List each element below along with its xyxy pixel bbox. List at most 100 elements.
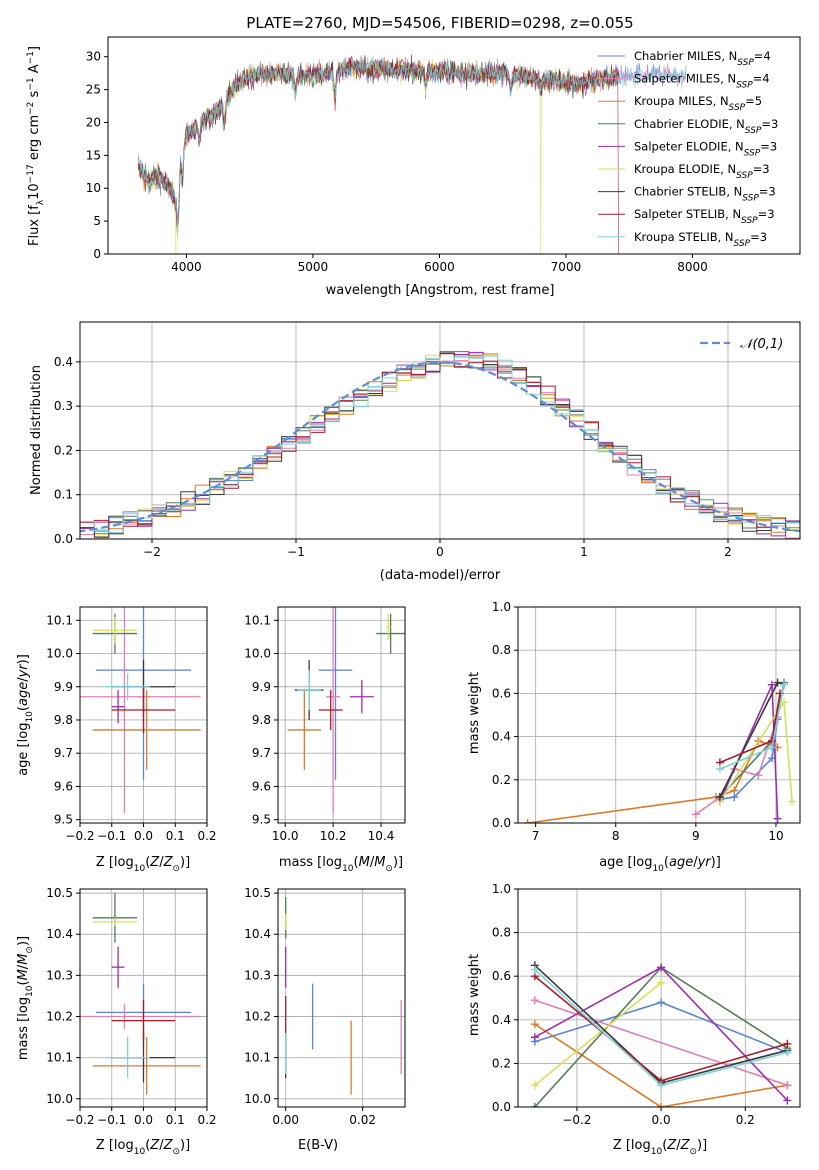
y-tick-label: 10.5	[46, 886, 73, 900]
y-tick-label: 10	[86, 181, 101, 195]
legend-label-5: Kroupa ELODIE, NSSP=3	[634, 162, 770, 181]
axes-frame	[79, 606, 208, 824]
legend-label-2-part: SSP	[729, 103, 746, 113]
x-tick-label: 0.1	[166, 829, 185, 843]
plot-area-age-weight	[523, 678, 796, 823]
weight-marker	[657, 998, 666, 1007]
x-tick-label: 0.00	[272, 1113, 299, 1127]
axes-frame	[517, 888, 801, 1108]
x-tick-label: −0.1	[97, 1113, 126, 1127]
legend-label-0-part: Chabrier MILES, N	[634, 49, 737, 63]
mass-age-xlabel-part: mass [log	[279, 855, 342, 870]
legend-label-2: Kroupa MILES, NSSP=5	[634, 94, 762, 113]
weight-marker	[530, 996, 539, 1005]
axes-frame	[79, 321, 801, 540]
plot-area-spectrum	[138, 54, 687, 254]
y-tick-label: 10.2	[244, 1010, 271, 1024]
x-tick-label: −0.1	[97, 829, 126, 843]
legend-label-5-part: =3	[753, 162, 770, 176]
weight-marker	[530, 1103, 539, 1107]
y-tick-label: 10.3	[46, 968, 73, 982]
age-weight-xlabel-part: yr	[697, 855, 713, 870]
z-mass-ylabel-part: )]	[16, 936, 31, 946]
axes-frame	[517, 606, 801, 824]
z-mass-xlabel-part: Z	[149, 1138, 160, 1153]
plot-area-z-mass	[80, 893, 201, 1095]
plot-area-residual	[80, 351, 800, 539]
y-tick-label: 10.1	[46, 1051, 73, 1065]
y-tick-label: 0.1	[54, 488, 73, 502]
age-weight-xlabel: age [log10(age/yr)]	[599, 855, 721, 874]
y-tick-label: 0.0	[54, 532, 73, 546]
age-weight-xlabel-part: /	[693, 855, 698, 870]
age-weight-xlabel-part: age	[669, 855, 693, 870]
weight-marker	[657, 1081, 666, 1090]
x-tick-label: 9	[692, 829, 700, 843]
y-tick-label: 5	[93, 214, 101, 228]
z-mass-ylabel-part: (	[16, 980, 31, 985]
z-age-ylabel-part: )]	[16, 654, 31, 664]
x-tick-label: −0.2	[65, 829, 94, 843]
z-mass-xlabel-part: ⊙	[172, 1147, 180, 1157]
z-mass-xlabel-part: Z [log	[96, 1138, 134, 1153]
y-tick-label: 1.0	[492, 600, 511, 614]
y-tick-label: 9.8	[252, 713, 271, 727]
weight-line	[534, 982, 662, 1086]
z-mass-xlabel-part: Z	[163, 1138, 174, 1153]
x-tick-label: 10.4	[368, 829, 395, 843]
y-tick-label: 0.2	[492, 1056, 511, 1070]
weight-marker	[783, 1096, 792, 1105]
age-weight-xlabel-part: 10	[652, 864, 664, 874]
legend-label-8-part: =3	[750, 230, 767, 244]
z-weight-xlabel-part: Z	[666, 1138, 677, 1153]
residual-xlabel: (data-model)/error	[380, 568, 501, 583]
y-tick-label: 10.4	[46, 927, 73, 941]
x-tick-label: 5000	[298, 260, 329, 274]
z-age-xlabel-part: Z [log	[96, 855, 134, 870]
legend-label-8-part: Kroupa STELIB, N	[634, 230, 734, 244]
z-age-xlabel-part: Z	[163, 855, 174, 870]
z-age-ylabel-part: age	[16, 682, 31, 706]
x-tick-label: 1	[580, 545, 588, 559]
z-mass-xlabel: Z [log10(Z/Z⊙)]	[96, 1138, 190, 1157]
mass-age-xlabel-part: (	[354, 855, 359, 870]
z-weight-xlabel-part: )]	[697, 1138, 707, 1153]
x-tick-label: 0.1	[166, 1113, 185, 1127]
weight-marker	[787, 797, 796, 806]
spectrum-title: PLATE=2760, MJD=54506, FIBERID=0298, z=0…	[246, 14, 633, 32]
z-age-ylabel-part: (	[16, 706, 31, 711]
z-age-ylabel: age [log10(age/yr)]	[16, 654, 35, 776]
z-weight-xlabel: Z [log10(Z/Z⊙)]	[613, 1138, 707, 1157]
spectrum-ylabel-part: λ	[36, 199, 46, 205]
x-tick-label: 10.2	[320, 829, 347, 843]
x-tick-label: −0.2	[562, 1113, 591, 1127]
panel-mass-age: 10.0 10.2 10.4 9.5 9.6 9.7 9.8 9.9 10.0 10.1	[244, 606, 406, 843]
panel-z-weight: −0.2 0.0 0.2 0.0 0.2 0.4 0.6 0.8 1.0	[492, 882, 801, 1127]
weight-marker	[783, 1039, 792, 1048]
z-age-xlabel-part: ⊙	[172, 864, 180, 874]
y-tick-label: 0.2	[54, 443, 73, 457]
y-tick-label: 10.0	[46, 1092, 73, 1106]
y-tick-label: 0.2	[492, 773, 511, 787]
weight-marker	[779, 680, 788, 689]
weight-marker	[657, 963, 666, 972]
x-tick-label: 0.0	[652, 1113, 671, 1127]
weight-marker	[767, 680, 776, 689]
legend-label-5-part: SSP	[736, 171, 753, 181]
spectrum-ylabel-part: ]	[27, 46, 42, 51]
spectrum-ylabel-part: −1	[26, 77, 36, 90]
weight-marker	[773, 814, 782, 823]
weight-marker	[715, 793, 724, 802]
y-tick-label: 10.2	[46, 1010, 73, 1024]
y-tick-label: 9.8	[54, 713, 73, 727]
spectrum-ylabel-part: Flux [f	[27, 205, 42, 246]
legend-label-6-part: =3	[759, 185, 776, 199]
ebv-xlabel: E(B-V)	[298, 1138, 338, 1153]
x-tick-label: 0	[436, 545, 444, 559]
spectrum-ylabel: Flux [fλ10−17 erg cm−2 s−1 A−1]	[26, 46, 46, 246]
z-age-ylabel-part: age [log	[16, 723, 31, 776]
z-age-xlabel-part: 10	[134, 864, 146, 874]
legend-label-4-part: SSP	[744, 148, 761, 158]
z-age-ylabel-part: 10	[25, 711, 35, 723]
spectrum-ylabel-part: 10	[27, 183, 42, 200]
